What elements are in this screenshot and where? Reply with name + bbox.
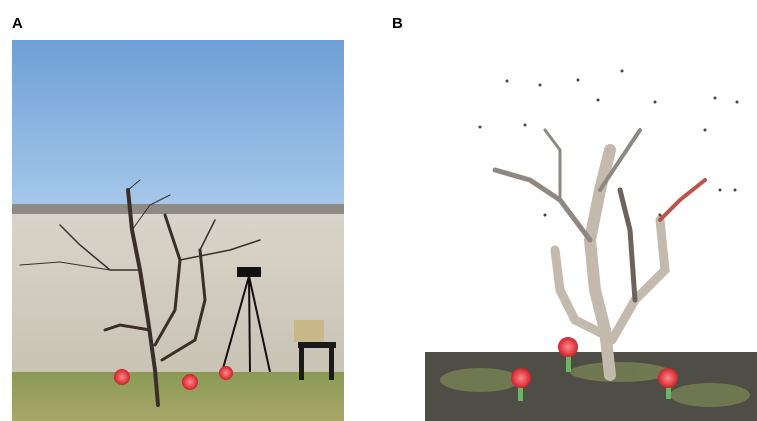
- photo-a: [12, 40, 344, 421]
- panel-label: B: [392, 15, 403, 32]
- panel-label: A: [12, 15, 23, 32]
- point-cloud-b: [425, 70, 757, 421]
- figure: A B: [0, 0, 757, 421]
